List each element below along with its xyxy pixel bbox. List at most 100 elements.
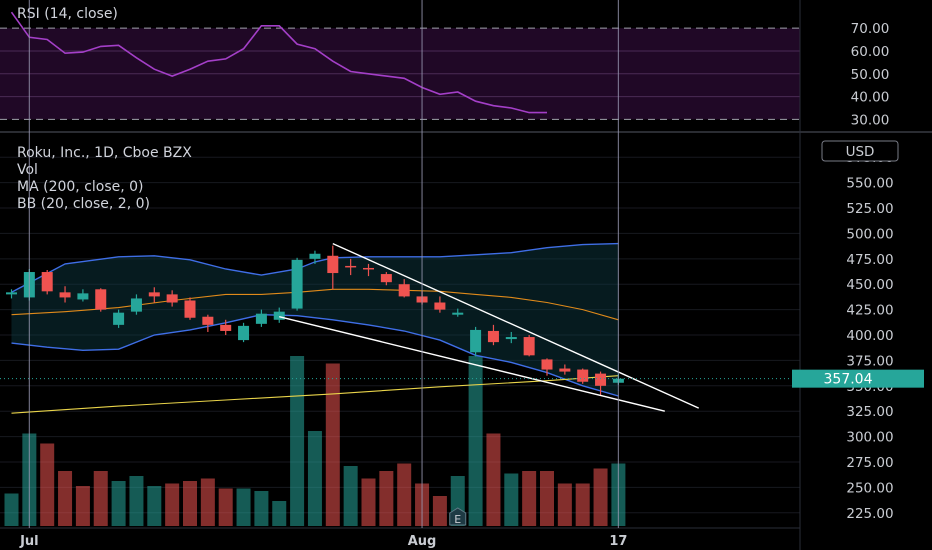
volume-bar: [432, 496, 447, 526]
indicator-ma: MA (200, close, 0): [17, 179, 144, 195]
price-tick-label: 550.00: [846, 176, 893, 192]
price-tick-labels: 575.00550.00525.00500.00475.00450.00425.…: [846, 150, 893, 522]
rsi-tick-labels: 70.00 60.00 50.00 40.00 30.00: [851, 21, 890, 128]
currency-badge[interactable]: USD: [821, 140, 899, 162]
rsi-tick-label: 40.00: [851, 90, 890, 106]
candle-body: [148, 292, 160, 297]
candle-body: [113, 312, 125, 325]
rsi-tick-label: 60.00: [851, 44, 890, 60]
candle-body: [220, 324, 232, 331]
candle-body: [41, 272, 53, 292]
volume-bar: [575, 483, 590, 526]
volume-bar: [522, 471, 537, 526]
time-label: Jul: [19, 534, 39, 549]
candle: [345, 258, 357, 276]
candle-body: [77, 293, 89, 300]
volume-bar: [325, 363, 340, 526]
volume-bar: [486, 433, 501, 526]
candle: [487, 324, 499, 346]
volume-bar: [236, 488, 251, 526]
volume-bar: [254, 491, 269, 526]
price-tick-label: 475.00: [846, 252, 893, 268]
volume-bar: [540, 471, 554, 526]
candle-body: [130, 298, 142, 312]
rsi-tick-label: 70.00: [851, 21, 890, 37]
time-label: Aug: [408, 534, 437, 549]
volume-bar: [307, 431, 322, 526]
candle: [238, 322, 250, 343]
price-tick-label: 325.00: [846, 404, 893, 420]
volume-bar: [93, 471, 108, 526]
candle-body: [255, 313, 267, 324]
rsi-tick-label: 50.00: [851, 67, 890, 83]
candle: [291, 257, 303, 311]
volume-bar: [4, 493, 19, 526]
currency-badge-frame: [821, 140, 899, 162]
candle: [220, 319, 232, 336]
candle-body: [505, 337, 517, 340]
candle: [166, 290, 178, 307]
candle-body: [273, 311, 285, 320]
rsi-line: [10, 11, 547, 114]
candle: [505, 331, 517, 344]
trendlines[interactable]: [279, 242, 700, 412]
candle-body: [291, 259, 303, 309]
candle-body: [470, 329, 482, 353]
candle: [273, 307, 285, 323]
price-tick-label: 500.00: [846, 226, 893, 242]
volume-bar: [504, 473, 519, 526]
indicator-bb: BB (20, close, 2, 0): [17, 196, 150, 212]
candle-body: [523, 337, 535, 356]
earnings-badge: [449, 507, 467, 526]
volume-bar: [183, 481, 197, 526]
bollinger-band-fill: [11, 243, 619, 396]
bollinger-middle-line: [11, 288, 619, 321]
volume-bar: [147, 486, 162, 526]
candle: [113, 309, 125, 328]
volume-bar: [129, 476, 144, 526]
price-tick-label: 225.00: [846, 506, 893, 522]
volume-bar: [379, 471, 394, 526]
candle: [577, 368, 589, 384]
rsi-gridlines: [0, 27, 800, 120]
volume-bar: [361, 478, 376, 526]
candle: [380, 272, 392, 286]
vertical-markers: [28, 0, 620, 528]
candle-body: [345, 265, 357, 268]
volume-bar: [40, 443, 55, 526]
candle-body: [577, 369, 589, 382]
time-label: 17: [609, 534, 627, 549]
candle: [327, 245, 339, 290]
candle: [255, 309, 267, 327]
bollinger-upper-line: [11, 242, 619, 293]
volume-bar: [58, 471, 73, 526]
candle-body: [309, 253, 321, 259]
candle: [6, 289, 17, 299]
rsi-tick-label: 30.00: [851, 112, 890, 128]
price-tick-label: 425.00: [846, 303, 893, 319]
candle-body: [59, 292, 71, 298]
candle: [184, 297, 196, 320]
candle-body: [452, 312, 464, 315]
candle: [77, 289, 89, 302]
volume-bar: [593, 468, 608, 526]
bollinger-lower-line: [11, 313, 619, 397]
candle-body: [166, 294, 178, 303]
candle: [130, 294, 142, 315]
price-tick-label: 450.00: [846, 277, 893, 293]
price-tick-label: 300.00: [846, 430, 893, 446]
candle-body: [6, 292, 17, 295]
candle-body: [238, 325, 250, 341]
volume-bar: [468, 356, 483, 526]
price-pane: E Roku, Inc., 1D, Cboe BZX Vol MA (200, …: [0, 145, 800, 526]
last-price-value: 357.04: [824, 372, 873, 388]
main-title: Roku, Inc., 1D, Cboe BZX: [17, 145, 192, 161]
volume-bar: [200, 478, 215, 526]
candle-body: [363, 267, 374, 270]
candle-body: [398, 284, 410, 297]
trendline: [332, 242, 700, 409]
candle: [559, 364, 571, 375]
earnings-marker[interactable]: E: [449, 507, 467, 526]
